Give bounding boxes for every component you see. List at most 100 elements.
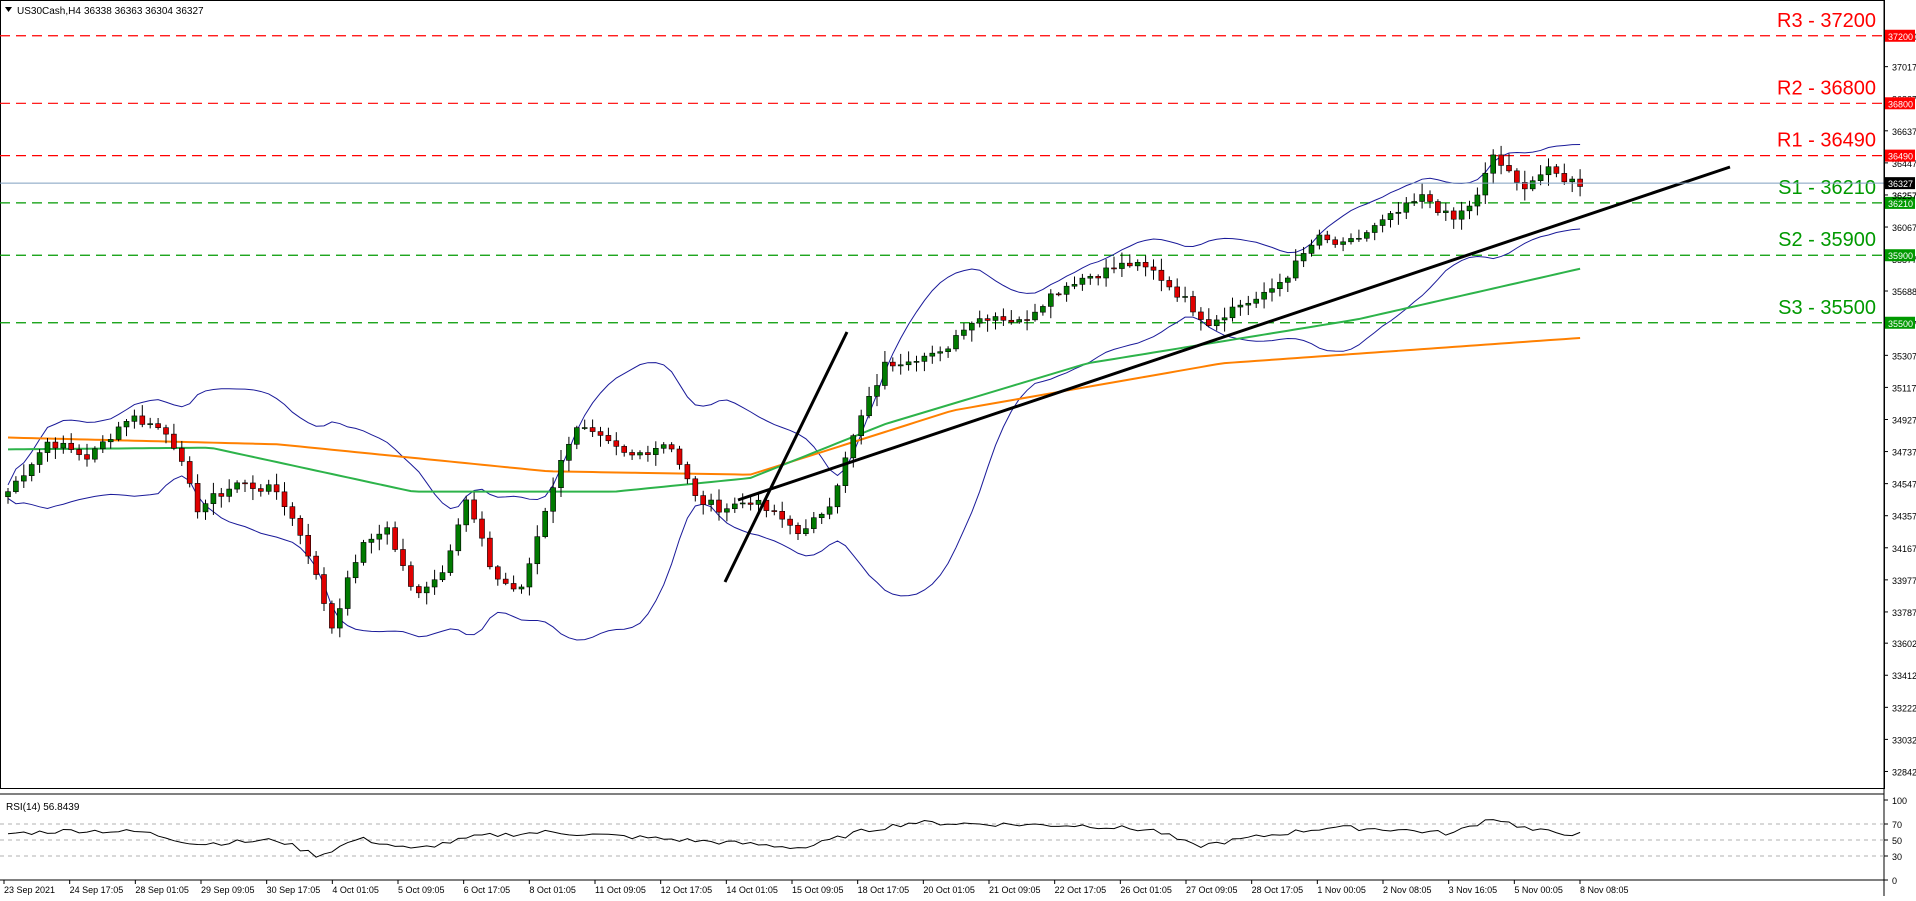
main-uptrend-line xyxy=(737,165,1731,502)
dropdown-triangle-icon[interactable] xyxy=(5,7,12,12)
bull-candle xyxy=(708,499,714,505)
bull-candle xyxy=(463,499,470,526)
level-label-support: S2 - 35900 xyxy=(1778,229,1876,251)
bull-candle xyxy=(344,577,351,609)
bull-candle xyxy=(1569,178,1575,183)
bear-candle xyxy=(1174,286,1180,298)
bull-candle xyxy=(131,415,138,422)
bull-candle xyxy=(44,441,51,453)
bear-candle xyxy=(668,444,675,450)
bear-candle xyxy=(684,464,691,480)
bull-candle xyxy=(147,423,153,425)
bull-candle xyxy=(1221,317,1228,321)
bear-candle xyxy=(984,318,991,321)
price-tick-label: 36637 xyxy=(1892,127,1916,137)
bear-candle xyxy=(281,491,288,507)
bull-candle xyxy=(36,452,43,465)
bull-candle xyxy=(384,527,391,535)
bull-candle xyxy=(1443,210,1449,213)
time-tick-label: 3 Nov 16:05 xyxy=(1449,885,1498,895)
price-tick-label: 33222 xyxy=(1892,703,1916,713)
time-tick-label: 2 Nov 08:05 xyxy=(1383,885,1432,895)
bull-candle xyxy=(336,608,343,629)
price-tags-layer: 37200 36800 36490 36210 35900 35500 36327 36257 xyxy=(1885,29,1916,329)
bear-candle xyxy=(1514,170,1520,183)
level-price-tag xyxy=(1885,149,1915,162)
bear-candle xyxy=(1427,194,1433,202)
price-tick-label: 33977 xyxy=(1892,576,1916,586)
bull-candle xyxy=(976,318,983,324)
price-tick-label: 35117 xyxy=(1892,383,1916,393)
bear-candle xyxy=(1198,311,1204,320)
level-price-tag xyxy=(1885,29,1915,42)
time-tick-label: 11 Oct 09:05 xyxy=(595,885,646,895)
bear-candle xyxy=(1127,262,1133,267)
bull-candle xyxy=(1458,210,1465,220)
bear-candle xyxy=(1055,293,1062,296)
bull-candle xyxy=(992,316,999,321)
bull-candle xyxy=(534,536,541,565)
bull-candle xyxy=(107,439,114,443)
bear-candle xyxy=(289,506,296,519)
bear-candle xyxy=(1190,296,1196,313)
bull-candle xyxy=(455,524,462,552)
bull-candle xyxy=(1213,319,1220,327)
time-tick-label: 28 Oct 17:05 xyxy=(1252,885,1304,895)
bear-candle xyxy=(155,423,161,428)
bear-candle xyxy=(510,583,517,590)
bear-candle xyxy=(321,574,327,604)
bear-candle xyxy=(218,493,225,497)
bull-candle xyxy=(882,361,888,386)
bull-candle xyxy=(1079,277,1086,285)
price-tick-label: 33032 xyxy=(1892,735,1916,745)
bull-candle xyxy=(542,510,549,537)
bear-candle xyxy=(1000,316,1007,321)
candles-layer xyxy=(5,145,1583,638)
bear-candle xyxy=(779,511,786,520)
time-tick-label: 8 Nov 08:05 xyxy=(1580,885,1629,895)
bear-candle xyxy=(479,518,485,539)
bear-candle xyxy=(163,427,169,435)
bull-candle xyxy=(92,448,98,460)
rsi-line xyxy=(7,819,1581,858)
bull-candle xyxy=(1482,172,1489,196)
bear-candle xyxy=(415,586,422,594)
level-price-tag-text: 36490 xyxy=(1888,152,1913,162)
bull-candle xyxy=(123,421,130,428)
bull-candle xyxy=(60,442,67,449)
price-tick-label: 33412 xyxy=(1892,671,1916,681)
time-tick-label: 23 Sep 2021 xyxy=(4,885,55,895)
bull-candle xyxy=(566,443,572,461)
price-tick-label: 35688 xyxy=(1892,287,1916,297)
time-tick-label: 26 Oct 01:05 xyxy=(1120,885,1172,895)
bull-candle xyxy=(1103,267,1109,279)
bull-candle xyxy=(431,579,438,588)
price-tick-label: 36447 xyxy=(1892,159,1916,169)
level-price-tag xyxy=(1885,316,1915,329)
level-label-support: S1 - 36210 xyxy=(1778,177,1876,199)
bear-candle xyxy=(645,452,651,455)
bull-candle xyxy=(660,444,667,449)
bull-candle xyxy=(1371,225,1378,233)
bear-candle xyxy=(597,431,604,436)
bull-candle xyxy=(1182,296,1188,298)
bear-candle xyxy=(1435,201,1441,213)
time-tick-label: 14 Oct 01:05 xyxy=(726,885,778,895)
bull-candle xyxy=(810,517,817,529)
bull-candle xyxy=(826,506,833,515)
bull-candle xyxy=(961,329,967,336)
bull-candle xyxy=(755,499,762,505)
time-tick-label: 5 Nov 00:05 xyxy=(1514,885,1563,895)
chart-frame xyxy=(0,0,1885,789)
bear-candle xyxy=(186,461,193,484)
price-tick-label: 33787 xyxy=(1892,608,1916,618)
price-tick-label: 34357 xyxy=(1892,512,1916,522)
time-tick-label: 24 Sep 17:05 xyxy=(70,885,124,895)
bull-candle xyxy=(1229,306,1236,319)
bull-candle xyxy=(1537,174,1544,181)
moving-averages-layer xyxy=(7,267,1581,493)
last-price-tag xyxy=(1885,177,1915,190)
rsi-tick-label: 0 xyxy=(1892,876,1897,886)
